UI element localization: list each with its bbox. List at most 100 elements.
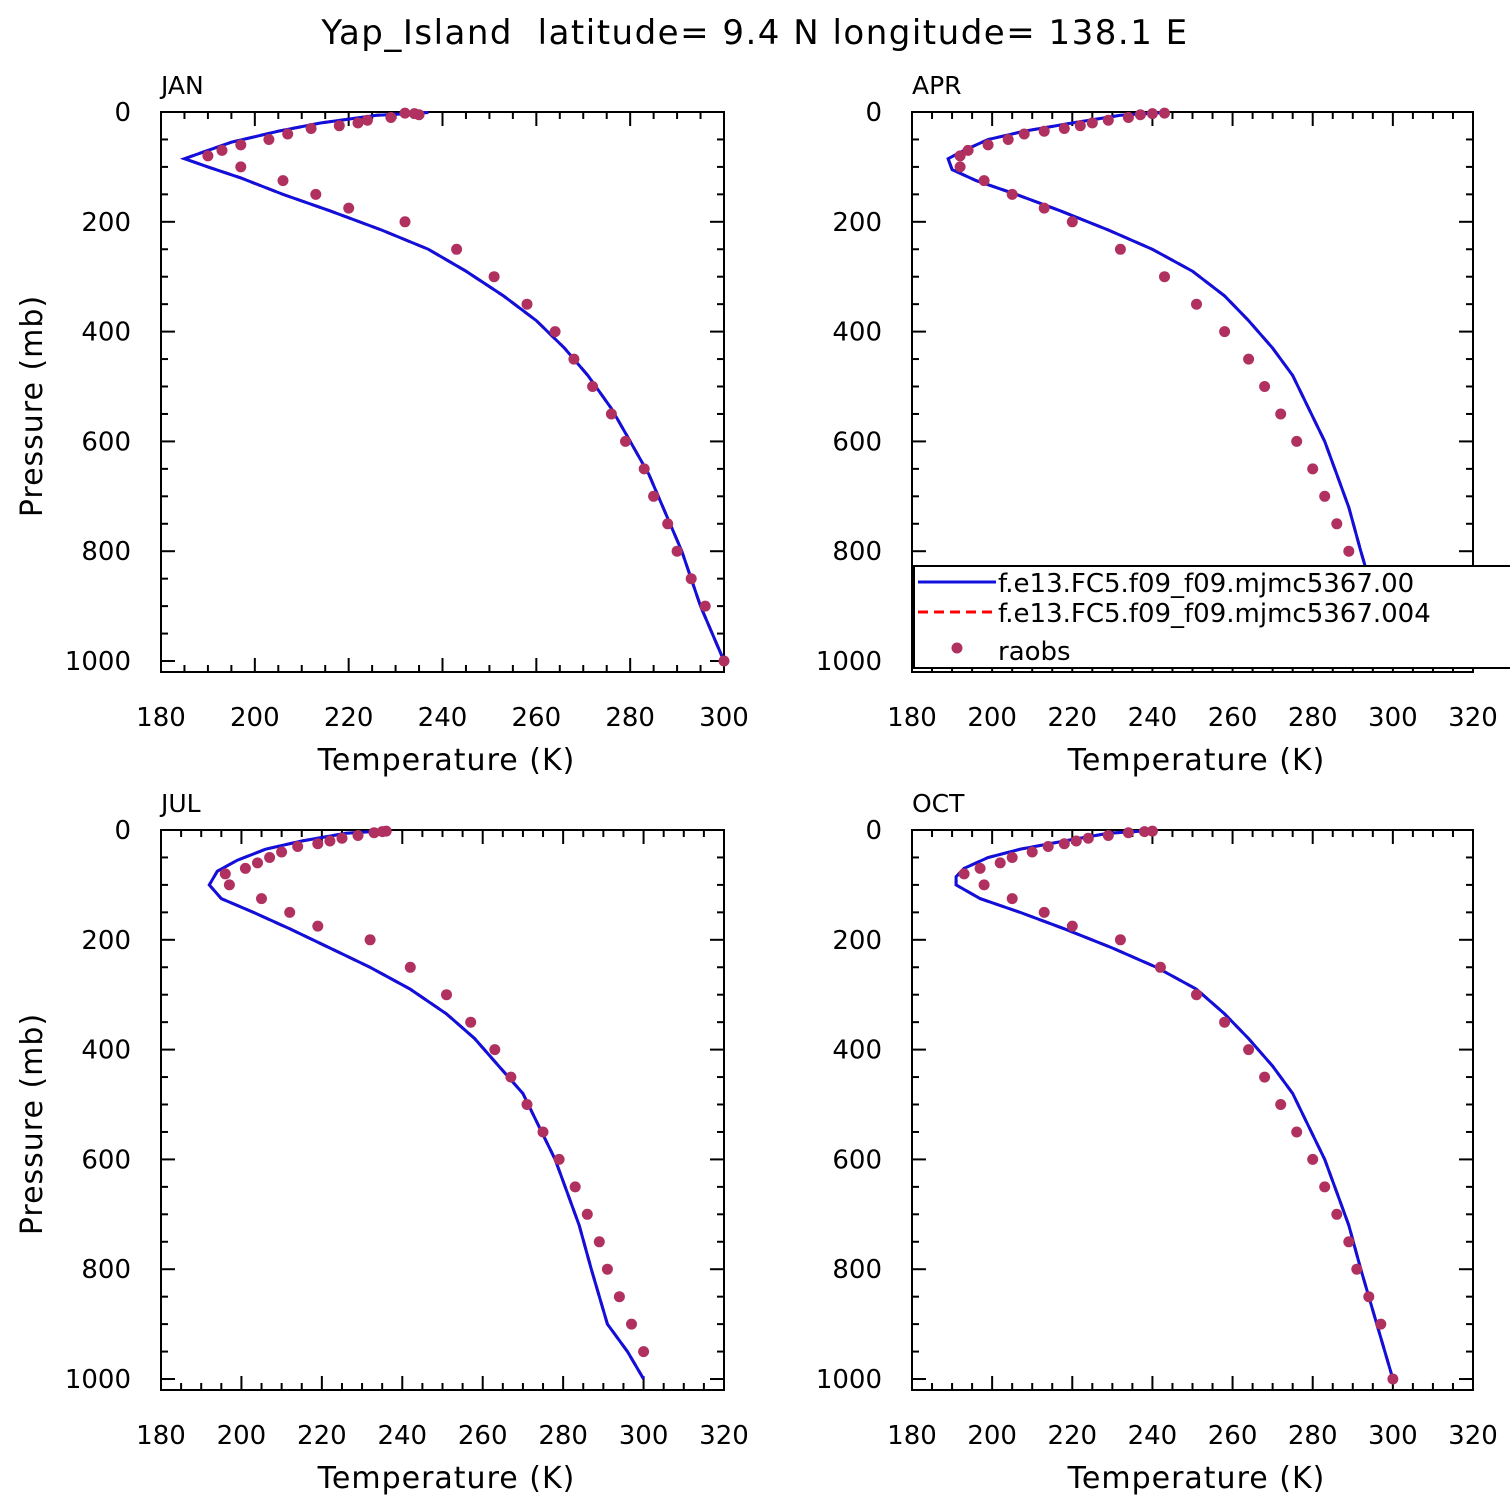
x-axis-label: Temperature (K) [1067,743,1326,778]
x-tick-label: 180 [887,703,937,733]
obs-point [376,826,388,838]
panel-label: JAN [159,71,204,100]
obs-point [613,1291,625,1303]
plot-frame [160,829,725,1391]
obs-point [488,271,500,283]
obs-point [1243,353,1255,365]
obs-point [1191,989,1202,1001]
y-tick-label: 400 [81,318,131,348]
obs-point [264,852,276,863]
obs-point [1275,1099,1287,1110]
x-tick-label: 240 [377,1421,427,1451]
x-tick-label: 200 [967,703,1017,733]
y-tick-label: 800 [832,537,882,567]
obs-point [1154,961,1166,973]
obs-point [1038,125,1050,137]
panel-label: OCT [912,789,965,818]
y-axis-label: Pressure (mb) [15,1013,50,1235]
y-tick-label: 400 [832,318,882,348]
model-line-dashed [207,829,645,1380]
legend-label: f.e13.FC5.f09_f09.mjmc5367.00 [998,569,1414,599]
obs-point [1138,826,1150,838]
obs-point [638,1346,650,1358]
x-tick-label: 220 [324,703,374,733]
y-tick-label: 200 [832,926,882,956]
legend-box [913,565,1510,669]
obs-point [235,139,247,151]
obs-point [1038,906,1050,918]
obs-point [1259,381,1271,392]
obs-point [1307,1153,1319,1165]
obs-point [1070,835,1082,847]
obs-point [648,490,660,502]
obs-point [1058,838,1070,850]
obs-point [521,1099,533,1110]
y-tick-label: 600 [81,427,131,457]
obs-point [718,655,730,667]
legend-label: raobs [998,637,1071,667]
obs-point [276,846,288,858]
obs-point [954,150,966,162]
plot-frame [160,111,725,673]
obs-point [1363,1291,1375,1303]
x-tick-label: 200 [967,1421,1017,1451]
x-tick-label: 300 [699,703,749,733]
legend: f.e13.FC5.f09_f09.mjmc5367.00f.e13.FC5.f… [913,565,1510,669]
x-tick-label: 220 [297,1421,347,1451]
y-tick-label: 200 [81,208,131,238]
y-tick-label: 800 [81,1255,131,1285]
panel-jan: JAN 180 200 220 240 260 280 300 0 200 400 600 800 100… [15,71,749,778]
y-tick-label: 800 [81,537,131,567]
x-tick-label: 320 [1448,1421,1498,1451]
y-tick-label: 600 [832,1145,882,1175]
x-tick-label: 300 [1368,703,1418,733]
obs-point [1275,408,1287,420]
obs-point [521,298,533,310]
obs-point [361,114,373,126]
obs-point [1307,463,1319,475]
obs-point [1191,298,1202,310]
obs-point [310,188,322,200]
x-tick-label: 320 [699,1421,749,1451]
model-line [954,829,1395,1380]
obs-point [1066,920,1078,932]
obs-point [958,868,970,880]
y-tick-label: 1000 [65,1365,131,1395]
obs-point [385,112,397,123]
obs-point [1219,326,1231,338]
obs-point [1086,117,1098,129]
obs-point [1291,1126,1303,1138]
obs-point [1343,545,1355,557]
figure-title: Yap_Island latitude= 9.4 N longitude= 13… [320,13,1188,53]
obs-point [1114,243,1126,255]
obs-point [1026,846,1038,858]
obs-point [1006,188,1018,200]
obs-point [223,879,235,891]
y-tick-label: 200 [832,208,882,238]
obs-point [978,879,990,891]
obs-point [553,1153,565,1165]
obs-point [1058,123,1070,134]
obs-point [1146,108,1158,120]
obs-point [605,408,617,420]
x-tick-label: 260 [512,703,562,733]
obs-point [620,435,631,447]
obs-point [1343,1236,1355,1248]
obs-point [292,841,304,852]
obs-point [685,573,697,585]
y-tick-label: 0 [865,98,882,128]
obs-point [1082,832,1094,844]
obs-point [451,243,463,255]
obs-point [256,893,267,905]
obs-point [978,175,990,187]
obs-point [638,463,650,475]
x-tick-label: 260 [458,1421,508,1451]
obs-point [202,150,214,162]
obs-point [263,134,275,145]
model-line [207,829,645,1380]
x-tick-label: 180 [887,1421,937,1451]
x-tick-label: 300 [619,1421,669,1451]
panel-label: APR [912,71,962,100]
obs-point [1331,1208,1343,1220]
